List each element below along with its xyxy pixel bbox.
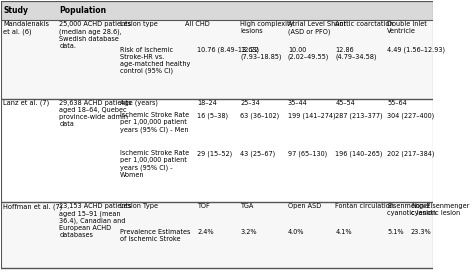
Text: 18–24: 18–24 xyxy=(197,100,217,106)
Text: 25,000 ACHD patients
(median age 28.6),
Swedish database
data.: 25,000 ACHD patients (median age 28.6), … xyxy=(59,21,131,49)
Text: 23.3%: 23.3% xyxy=(411,228,432,234)
Text: Ischemic Stroke Rate
per 1,00,000 patient
years (95% CI) -
Women: Ischemic Stroke Rate per 1,00,000 patien… xyxy=(119,150,189,178)
Text: Double Inlet
Ventricle: Double Inlet Ventricle xyxy=(387,21,427,34)
Text: Eisenmenger
cyanotic lesion: Eisenmenger cyanotic lesion xyxy=(387,203,437,216)
Text: Hoffman et al. (7): Hoffman et al. (7) xyxy=(3,203,63,210)
Text: 4.0%: 4.0% xyxy=(288,228,304,234)
Text: 97 (65–130): 97 (65–130) xyxy=(288,150,327,157)
Text: 4.49 (1.56–12.93): 4.49 (1.56–12.93) xyxy=(387,47,445,53)
Text: 43 (25–67): 43 (25–67) xyxy=(240,150,275,157)
Text: Open ASD: Open ASD xyxy=(288,203,321,209)
Text: Ischemic Stroke Rate
per 1,00,000 patient
years (95% CI) - Men: Ischemic Stroke Rate per 1,00,000 patien… xyxy=(119,112,189,133)
Text: 12.22
(7.93–18.85): 12.22 (7.93–18.85) xyxy=(240,47,282,60)
Text: Population: Population xyxy=(60,6,107,15)
Text: 287 (213–377): 287 (213–377) xyxy=(336,112,383,119)
Text: Atrial Level Shunt
(ASD or PFO): Atrial Level Shunt (ASD or PFO) xyxy=(288,21,346,35)
Text: Prevalence Estimates
of Ischemic Stroke: Prevalence Estimates of Ischemic Stroke xyxy=(119,228,190,242)
Text: 10.76 (8.49–13.63): 10.76 (8.49–13.63) xyxy=(197,47,259,53)
Text: 63 (36–102): 63 (36–102) xyxy=(240,112,280,119)
Text: 12.86
(4.79–34.58): 12.86 (4.79–34.58) xyxy=(336,47,377,60)
Text: High complexity
lesions: High complexity lesions xyxy=(240,21,294,34)
Text: 304 (227–400): 304 (227–400) xyxy=(387,112,434,119)
Bar xyxy=(1,98,433,202)
Text: Lesion type: Lesion type xyxy=(119,21,157,27)
Text: 2.4%: 2.4% xyxy=(197,228,214,234)
Text: 23,153 ACHD patients
aged 15–91 (mean
36.4), Canadian and
European ACHD
database: 23,153 ACHD patients aged 15–91 (mean 36… xyxy=(59,203,132,238)
Text: TGA: TGA xyxy=(240,203,254,209)
Text: Risk of Ischemic
Stroke-HR vs.
age-matched healthy
control (95% CI): Risk of Ischemic Stroke-HR vs. age-match… xyxy=(119,47,190,74)
Text: 55–64: 55–64 xyxy=(387,100,407,106)
Text: Mandalenakis
et al. (6): Mandalenakis et al. (6) xyxy=(3,21,49,35)
Bar xyxy=(1,202,433,268)
Text: 25–34: 25–34 xyxy=(240,100,260,106)
Text: Fontan circulation: Fontan circulation xyxy=(336,203,394,209)
Text: Study: Study xyxy=(3,6,28,15)
Text: Aortic coarctation: Aortic coarctation xyxy=(336,21,394,27)
Text: All CHD: All CHD xyxy=(185,21,210,27)
Text: 16 (5–38): 16 (5–38) xyxy=(197,112,228,119)
Text: 29,638 ACHD patients
aged 18–64, Quebec
province-wide admin
data: 29,638 ACHD patients aged 18–64, Quebec … xyxy=(59,100,132,127)
Text: 35–44: 35–44 xyxy=(288,100,308,106)
Text: 5.1%: 5.1% xyxy=(387,228,404,234)
Text: 199 (141–274): 199 (141–274) xyxy=(288,112,336,119)
Text: TOF: TOF xyxy=(197,203,210,209)
Text: 29 (15–52): 29 (15–52) xyxy=(197,150,232,157)
Text: 202 (217–384): 202 (217–384) xyxy=(387,150,435,157)
Bar xyxy=(1,20,433,98)
Text: 4.1%: 4.1% xyxy=(336,228,352,234)
Text: Age (years): Age (years) xyxy=(119,100,157,106)
Text: 10.00
(2.02–49.55): 10.00 (2.02–49.55) xyxy=(288,47,329,60)
Text: Lanz et al. (7): Lanz et al. (7) xyxy=(3,100,49,106)
Text: Lesion Type: Lesion Type xyxy=(119,203,158,209)
Bar xyxy=(1,1,433,20)
Text: Non-Eisenmenger
cyanotic lesion: Non-Eisenmenger cyanotic lesion xyxy=(411,203,469,216)
Text: 3.2%: 3.2% xyxy=(240,228,257,234)
Text: 196 (140–265): 196 (140–265) xyxy=(336,150,383,157)
Text: 45–54: 45–54 xyxy=(336,100,355,106)
